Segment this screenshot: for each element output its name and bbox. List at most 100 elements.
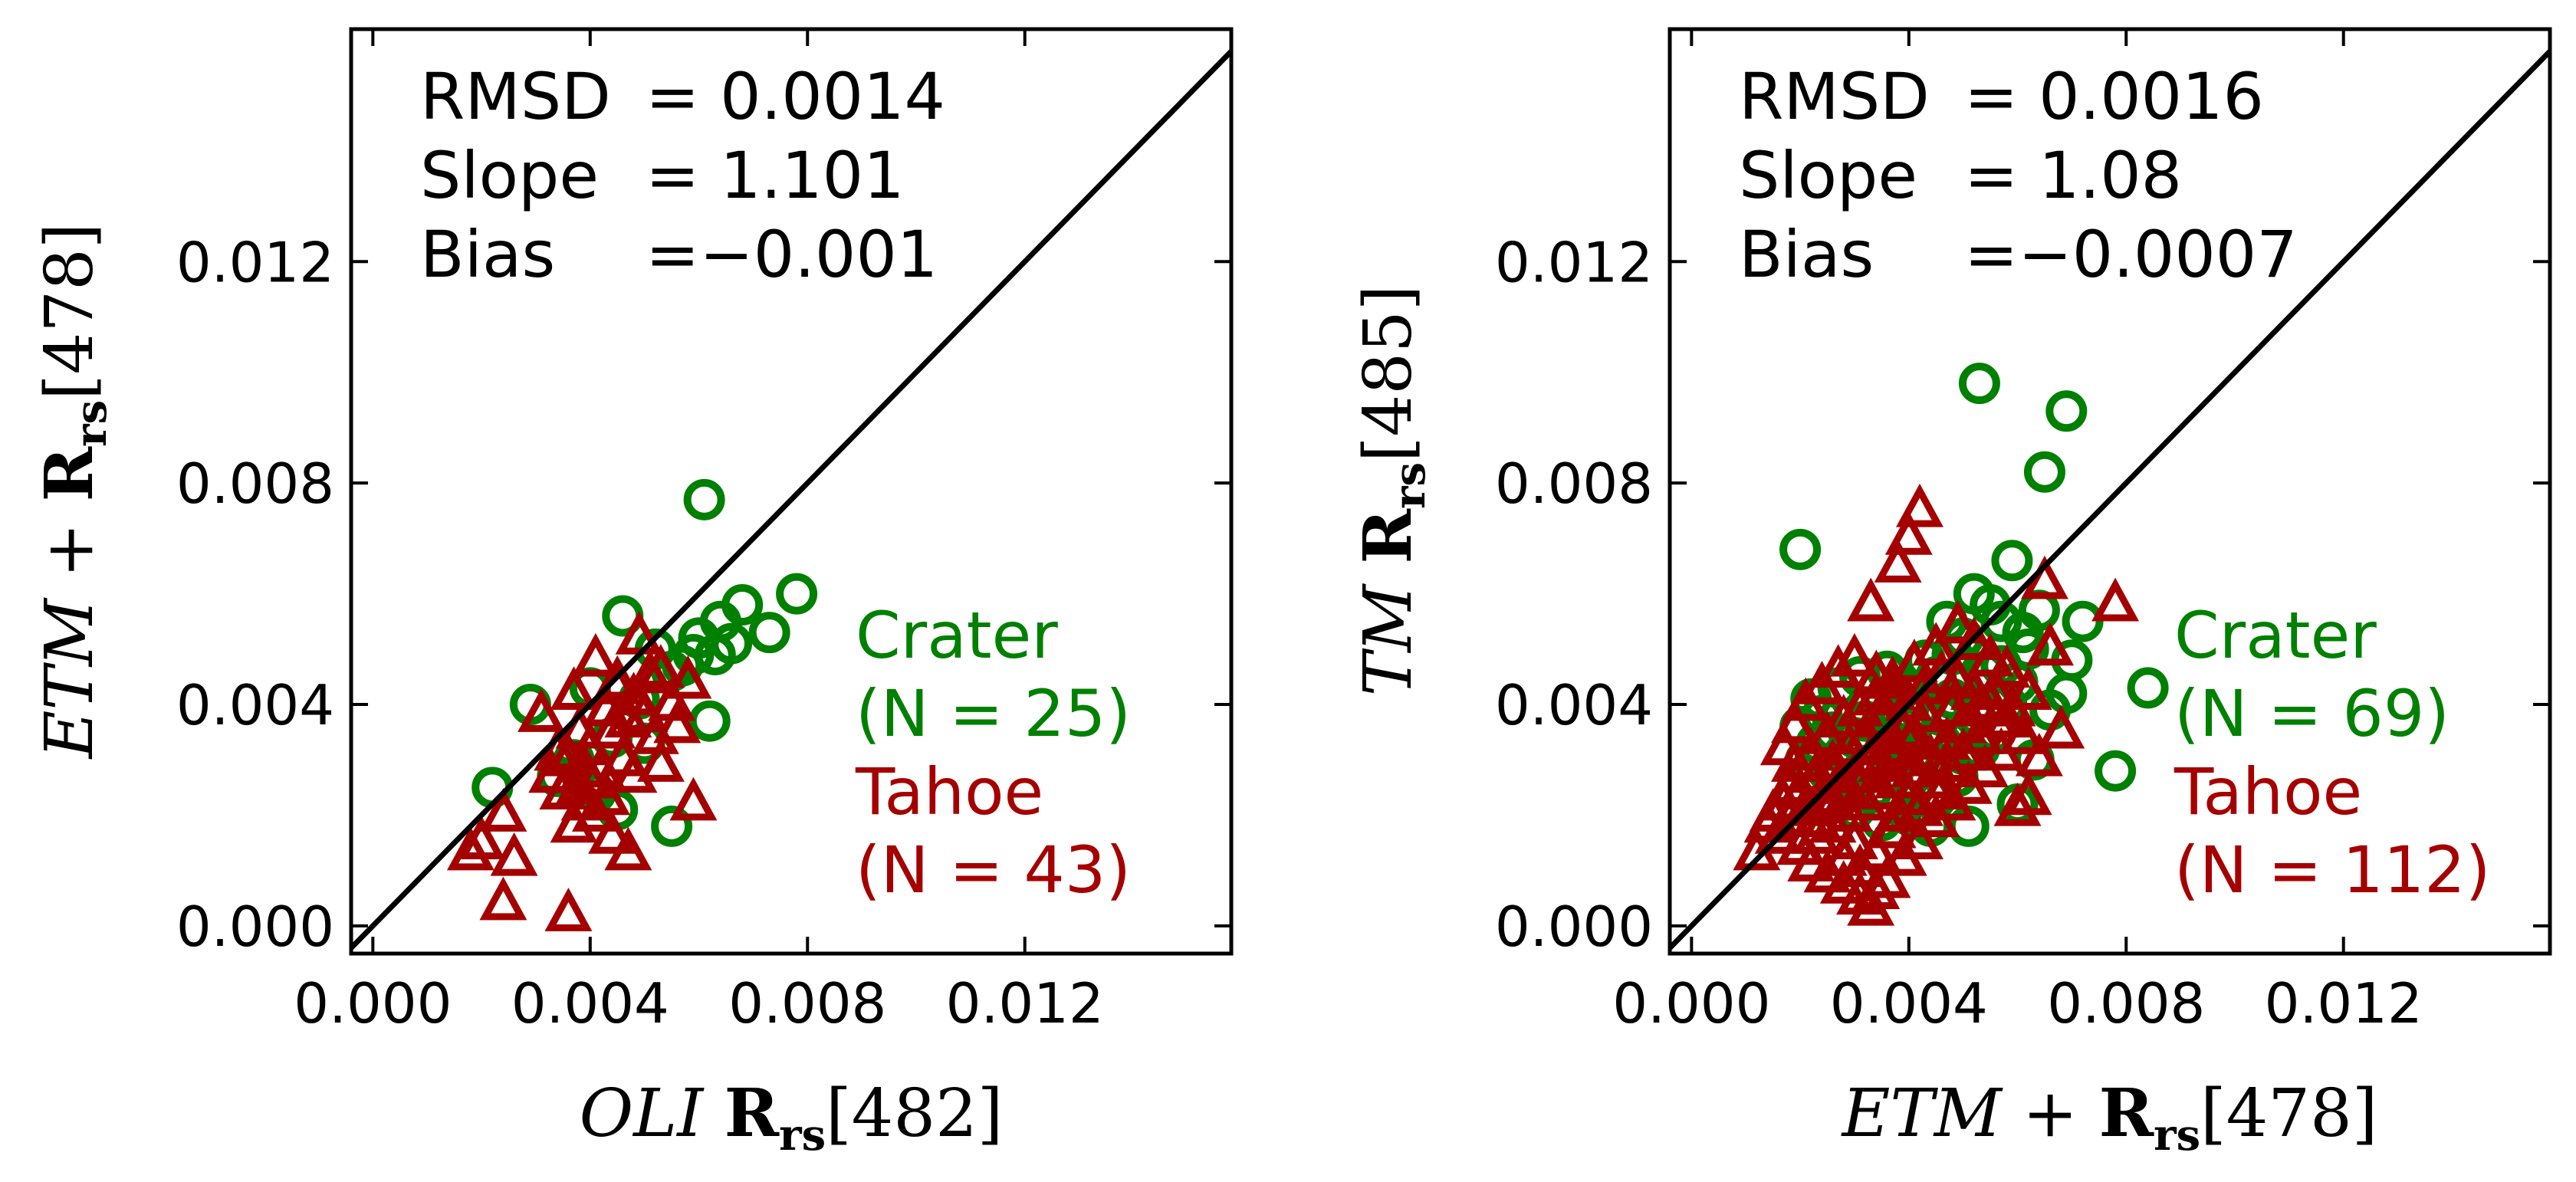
point-tahoe [1819,832,1868,876]
point-tahoe [1934,599,1982,644]
svg-text:RMSD= 0.0016: RMSD = 0.0016 [1739,59,2264,134]
point-tahoe [1890,710,1938,754]
svg-text:RMSD= 0.0014: RMSD = 0.0014 [420,59,945,134]
x-axis-label-left: OLI Rrs[482] [580,1075,1004,1161]
point-crater [1991,540,2033,582]
point-tahoe [604,694,652,738]
point-tahoe [653,699,702,744]
point-tahoe [1809,777,1857,821]
rmsd-label: RMSD [1739,59,1930,134]
point-tahoe [1874,727,1922,771]
x-tick-label: 0.004 [1830,971,1988,1036]
point-tahoe [1901,660,1950,704]
x-tick-label: 0.008 [2047,971,2205,1036]
point-crater [1779,528,1822,570]
point-tahoe [1776,766,1825,809]
stats-box-left: RMSD = 0.0014 Slope = 1.101 Bias =−0.001 [420,59,945,292]
point-tahoe [1988,682,2036,727]
point-tahoe [669,777,718,821]
rmsd-value: = 0.0014 [646,59,945,134]
svg-text:Bias=−0.001: Bias =−0.001 [420,217,938,292]
point-tahoe [1836,843,1884,888]
point-tahoe [490,832,538,876]
point-tahoe [1792,749,1841,793]
point-tahoe [2004,666,2052,710]
point-tahoe [1950,666,1998,710]
marks-left [351,47,1231,952]
x-tick-label: 0.000 [294,971,452,1036]
y-tick-label: 0.012 [1495,230,1653,294]
point-tahoe [1972,694,2020,738]
point-tahoe [518,688,566,732]
point-tahoe [1814,644,1862,688]
x-tick-label: 0.000 [1612,971,1770,1036]
legend-tahoe-n: (N = 43) [856,832,1131,908]
axes-left: 0.000 0.004 0.008 0.012 0.000 0.004 0.008 0.012 [176,29,1231,1036]
point-tahoe [626,649,674,694]
point-tahoe [588,809,636,854]
point-tahoe [534,727,582,771]
x-axis-label-right: ETM + Rrs[478] [1841,1075,2378,1161]
point-tahoe [2020,555,2068,599]
point-tahoe [1923,716,1971,760]
bias-label: Bias [420,217,555,292]
point-crater [683,478,725,520]
point-tahoe [1928,682,1976,727]
point-tahoe [550,666,598,710]
axes-right: 0.000 0.004 0.008 0.012 0.000 0.004 0.008 0.012 [1495,29,2550,1036]
x-tick-label: 0.012 [2265,971,2423,1036]
point-tahoe [2037,704,2085,749]
point-crater [2062,600,2104,642]
y-tick-label: 0.000 [1495,895,1653,959]
point-tahoe [636,738,685,782]
legend-tahoe-name: Tahoe [2174,754,2362,829]
marks-right [1670,47,2550,952]
rmsd-label: RMSD [420,59,611,134]
point-tahoe [1852,865,1901,909]
panel-left: 0.000 0.004 0.008 0.012 0.000 0.004 0.008 0.012… [31,27,1234,1161]
point-tahoe [479,788,527,832]
legend-tahoe-n: (N = 112) [2174,832,2491,908]
svg-text:Slope= 1.101: Slope = 1.101 [420,138,905,213]
slope-label: Slope [1739,138,1917,213]
point-tahoe [2015,732,2063,777]
point-crater [688,700,731,742]
point-tahoe [550,799,598,843]
slope-value: = 1.08 [1964,138,2182,213]
point-crater [651,805,693,847]
legend-right: Crater (N = 69) Tahoe (N = 112) [2174,598,2491,908]
point-tahoe [1858,738,1906,782]
bias-label: Bias [1739,217,1874,292]
point-crater [748,612,790,654]
legend-crater-n: (N = 69) [2174,676,2450,751]
legend-tahoe-name: Tahoe [855,754,1043,829]
point-tahoe [1842,749,1890,793]
y-tick-label: 0.004 [1495,673,1653,737]
bias-value: =−0.0007 [1964,217,2298,292]
point-tahoe [571,632,619,677]
x-tick-label: 0.004 [511,971,669,1036]
point-tahoe [479,876,527,921]
point-tahoe [1868,655,1917,699]
y-tick-label: 0.008 [176,451,334,516]
slope-value: = 1.101 [646,138,905,213]
svg-text:Bias=−0.0007: Bias =−0.0007 [1739,217,2298,292]
point-crater [2095,750,2137,792]
point-crater [2127,667,2169,709]
point-tahoe [1792,793,1841,838]
point-tahoe [636,644,685,688]
point-tahoe [610,749,658,793]
point-tahoe [1760,777,1808,821]
stats-box-right: RMSD = 0.0016 Slope = 1.08 Bias =−0.0007 [1739,59,2298,292]
y-axis-label-left: ETM + Rrs[478] [31,223,117,760]
point-tahoe [544,888,593,931]
point-tahoe [1743,799,1792,843]
point-tahoe [1983,644,2031,688]
panel-right: 0.000 0.004 0.008 0.012 0.000 0.004 0.008 0.012… [1349,27,2552,1161]
point-tahoe [1901,688,1950,732]
point-tahoe [1917,766,1966,809]
legend-crater-name: Crater [856,598,1058,673]
point-tahoe [1967,632,2015,677]
y-axis-label-right: TM Rrs[485] [1349,285,1435,697]
